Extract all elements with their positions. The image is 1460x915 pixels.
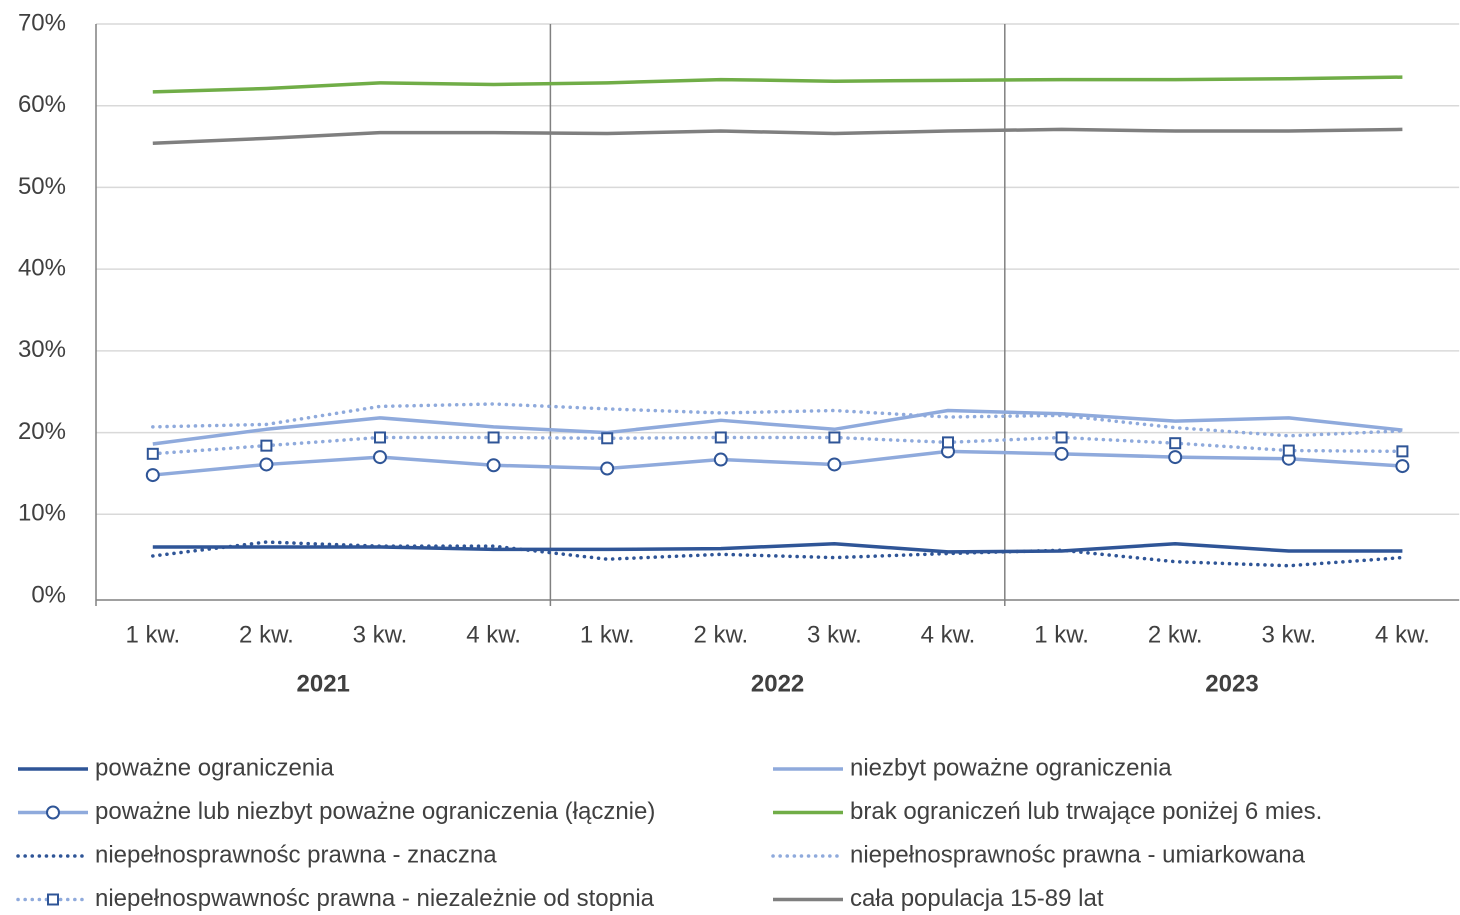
series-line (151, 540, 1405, 568)
series-line (151, 435, 1405, 456)
x-tick-label: 4 kw. (466, 621, 521, 648)
y-tick-label: 0% (31, 581, 66, 608)
marker (373, 450, 387, 465)
x-tick-label: 4 kw. (1375, 621, 1430, 648)
series-line (151, 402, 1405, 438)
marker (1054, 446, 1069, 461)
legend-label: poważne lub niezbyt poważne ograniczenia… (95, 798, 655, 825)
marker (146, 447, 159, 460)
x-tick-label: 2 kw. (239, 621, 294, 648)
series-line (152, 449, 1403, 477)
x-tick-label: 3 kw. (353, 621, 408, 648)
series-line (152, 408, 1403, 446)
x-tick-label: 4 kw. (921, 621, 976, 648)
marker (601, 432, 614, 445)
marker (1395, 459, 1410, 474)
marker (46, 805, 60, 820)
x-tick-label: 2 kw. (693, 621, 748, 648)
x-group-label: 2022 (751, 670, 804, 697)
x-tick-label: 3 kw. (1261, 621, 1316, 648)
y-tick-label: 70% (18, 9, 66, 36)
marker (487, 431, 500, 444)
y-tick-label: 10% (18, 500, 66, 527)
marker (827, 457, 842, 472)
marker (47, 893, 59, 906)
marker (1396, 445, 1409, 458)
marker (1169, 437, 1182, 450)
x-group-label: 2023 (1205, 670, 1258, 697)
y-tick-label: 50% (18, 173, 66, 200)
x-tick-label: 1 kw. (1034, 621, 1089, 648)
legend-label: niepełnospwawnośc prawna - niezależnie o… (95, 885, 655, 912)
marker (259, 457, 274, 472)
y-tick-label: 40% (18, 254, 66, 281)
series-line (152, 127, 1403, 146)
x-group-label: 2021 (297, 670, 350, 697)
marker (1055, 431, 1068, 444)
marker (600, 461, 615, 476)
legend-label: brak ograniczeń lub trwające poniżej 6 m… (850, 798, 1322, 825)
marker (486, 458, 501, 473)
x-tick-label: 1 kw. (125, 621, 180, 648)
y-tick-label: 20% (18, 418, 66, 445)
marker (942, 436, 954, 449)
legend-label: niepełnosprawnośc prawna - umiarkowana (850, 841, 1306, 868)
legend-label: niepełnosprawnośc prawna - znaczna (95, 841, 497, 868)
marker (260, 439, 273, 452)
legend-label: niezbyt poważne ograniczenia (850, 754, 1172, 781)
y-tick-label: 60% (18, 91, 66, 118)
series-line (152, 541, 1403, 554)
marker (1168, 450, 1183, 465)
marker (374, 431, 386, 444)
series-line (152, 75, 1403, 94)
marker (828, 431, 841, 444)
marker (1282, 444, 1295, 457)
marker (145, 468, 160, 483)
x-tick-label: 1 kw. (580, 621, 635, 648)
y-tick-label: 30% (18, 336, 66, 363)
legend-label: poważne ograniczenia (95, 754, 334, 781)
x-tick-label: 2 kw. (1148, 621, 1203, 648)
x-tick-label: 3 kw. (807, 621, 862, 648)
marker (714, 431, 727, 444)
legend-label: cała populacja 15-89 lat (850, 885, 1104, 912)
marker (713, 452, 728, 467)
